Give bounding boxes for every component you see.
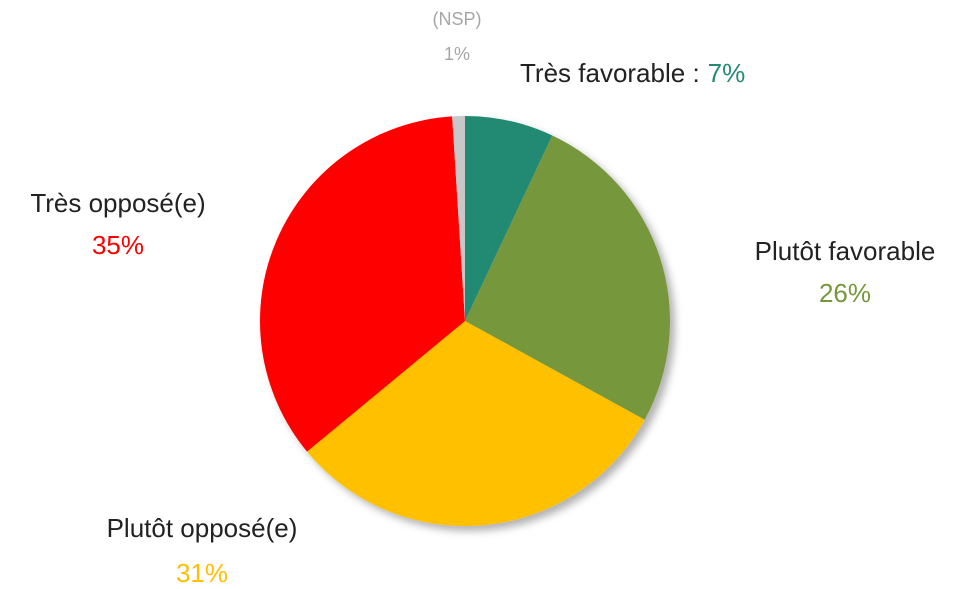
value-label: 31% (176, 558, 228, 588)
slice-label: Très favorable : 7% (520, 58, 745, 88)
category-label: Plutôt favorable (755, 236, 936, 266)
category-label: Plutôt opposé(e) (107, 513, 298, 543)
category-label: Très favorable : (520, 58, 700, 88)
value-label: 26% (819, 278, 871, 308)
pie-slice (465, 116, 553, 321)
value-label: 7% (708, 58, 746, 88)
pie-slice (307, 321, 645, 526)
category-label: (NSP) (433, 9, 482, 29)
pie (260, 116, 671, 526)
value-label: 1% (444, 44, 470, 64)
category-label: Très opposé(e) (30, 188, 205, 218)
value-label: 35% (92, 230, 144, 260)
pie-slice (465, 135, 671, 420)
pie-slice (452, 116, 465, 321)
pie-slice (260, 116, 465, 452)
